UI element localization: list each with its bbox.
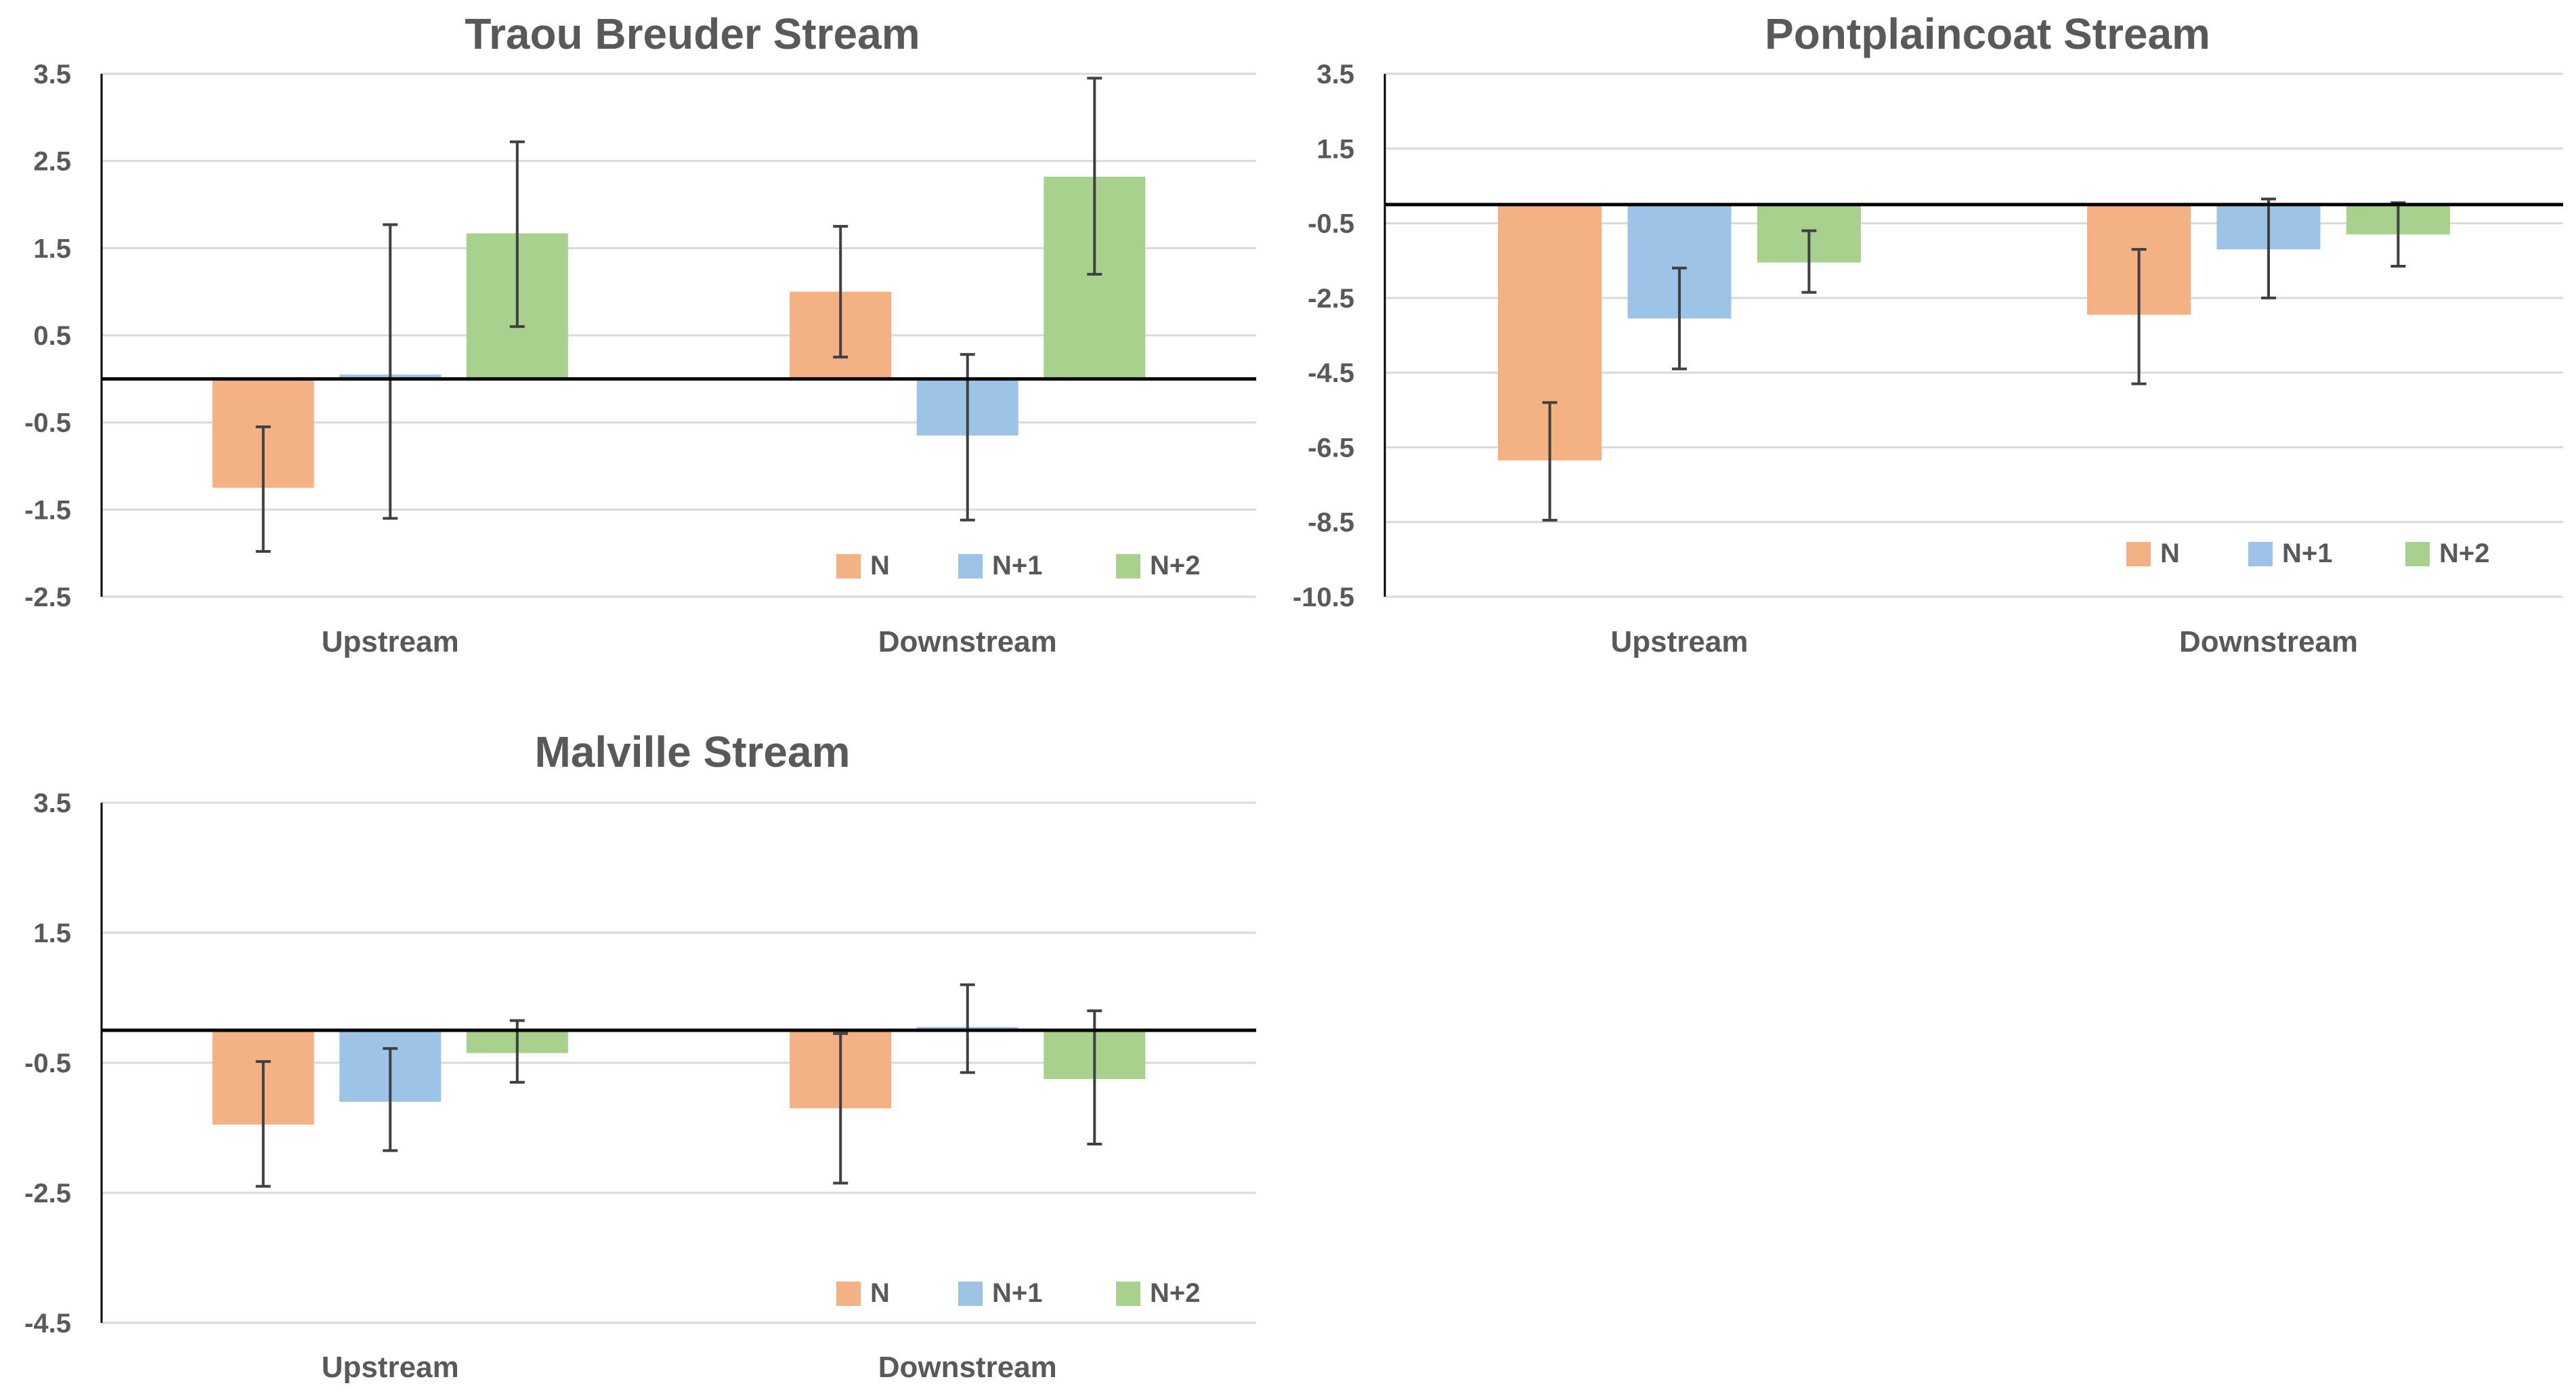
legend-swatch — [1116, 1282, 1140, 1306]
error-bar — [383, 223, 398, 520]
legend-label: N+1 — [2282, 539, 2333, 568]
legend-label: N+1 — [992, 1278, 1043, 1308]
error-bar — [509, 140, 525, 329]
error-bar — [2390, 201, 2406, 268]
error-bar — [833, 225, 849, 359]
legend-swatch — [958, 554, 983, 578]
category-label: Upstream — [322, 625, 459, 658]
y-tick-label: -0.5 — [1308, 209, 1354, 239]
error-bar — [255, 1060, 271, 1188]
chart-title: Pontplaincoat Stream — [1765, 9, 2210, 58]
error-bar — [1087, 1009, 1102, 1145]
y-tick-label: -4.5 — [24, 1309, 71, 1338]
y-tick-label: -4.5 — [1308, 358, 1354, 388]
legend-label: N — [870, 551, 890, 581]
category-label: Upstream — [322, 1351, 459, 1384]
legend-swatch — [2405, 542, 2430, 566]
legend: N N+1 N+2 — [836, 551, 1201, 581]
y-tick-label: -1.5 — [24, 495, 71, 525]
y-tick-label: 2.5 — [33, 147, 71, 177]
error-bar — [2131, 248, 2147, 385]
legend: N N+1 N+2 — [2126, 539, 2490, 568]
y-tick-label: -2.5 — [24, 1179, 71, 1208]
y-tick-label: -0.5 — [24, 408, 71, 438]
y-tick-label: -8.5 — [1308, 508, 1354, 538]
legend-swatch — [2126, 542, 2151, 566]
legend-swatch — [836, 554, 861, 578]
error-bar — [1542, 401, 1558, 522]
y-tick-label: -10.5 — [1293, 583, 1354, 612]
category-label: Downstream — [878, 625, 1057, 658]
y-tick-label: 3.5 — [1316, 60, 1354, 89]
y-tick-label: 3.5 — [33, 60, 71, 89]
legend-label: N+1 — [992, 551, 1043, 581]
error-bar — [1087, 77, 1102, 276]
legend-label: N+2 — [1150, 1278, 1201, 1308]
error-bar — [960, 353, 975, 522]
y-tick-label: 3.5 — [33, 788, 71, 818]
chart-title: Malville Stream — [535, 727, 851, 776]
error-bar — [833, 1032, 849, 1185]
chart-panel: Malville Stream 3.5 1.5 -0.5 -2.5 -4.5 Upstrea… — [24, 727, 1256, 1384]
legend-label: N+2 — [1150, 551, 1201, 581]
legend-label: N — [870, 1278, 890, 1308]
y-tick-label: 0.5 — [33, 321, 71, 351]
legend-label: N — [2160, 539, 2180, 568]
y-tick-label: -2.5 — [24, 583, 71, 612]
category-label: Downstream — [878, 1351, 1057, 1384]
y-tick-label: 1.5 — [1316, 134, 1354, 164]
legend: N N+1 N+2 — [836, 1278, 1201, 1308]
legend-label: N+2 — [2439, 539, 2490, 568]
legend-swatch — [958, 1282, 983, 1306]
chart-title: Traou Breuder Stream — [465, 9, 920, 58]
chart-panel: Pontplaincoat Stream 3.5 1.5 -0.5 -2.5 -4.5 -6… — [1293, 9, 2563, 658]
error-bar — [2261, 197, 2276, 299]
category-label: Downstream — [2179, 625, 2358, 658]
category-label: Upstream — [1611, 625, 1748, 658]
y-tick-label: -2.5 — [1308, 284, 1354, 314]
y-tick-label: -0.5 — [24, 1049, 71, 1078]
error-bar — [255, 425, 271, 553]
legend-swatch — [836, 1282, 861, 1306]
error-bar — [1672, 266, 1687, 371]
legend-swatch — [2248, 542, 2273, 566]
legend-swatch — [1116, 554, 1140, 578]
y-tick-label: 1.5 — [33, 919, 71, 948]
y-tick-label: -6.5 — [1308, 433, 1354, 463]
y-tick-label: 1.5 — [33, 234, 71, 263]
chart-panel: Traou Breuder Stream 3.5 2.5 1.5 0.5 -0.5 -1.5… — [24, 9, 1256, 658]
error-bar — [1801, 229, 1817, 294]
error-bar — [383, 1047, 398, 1152]
